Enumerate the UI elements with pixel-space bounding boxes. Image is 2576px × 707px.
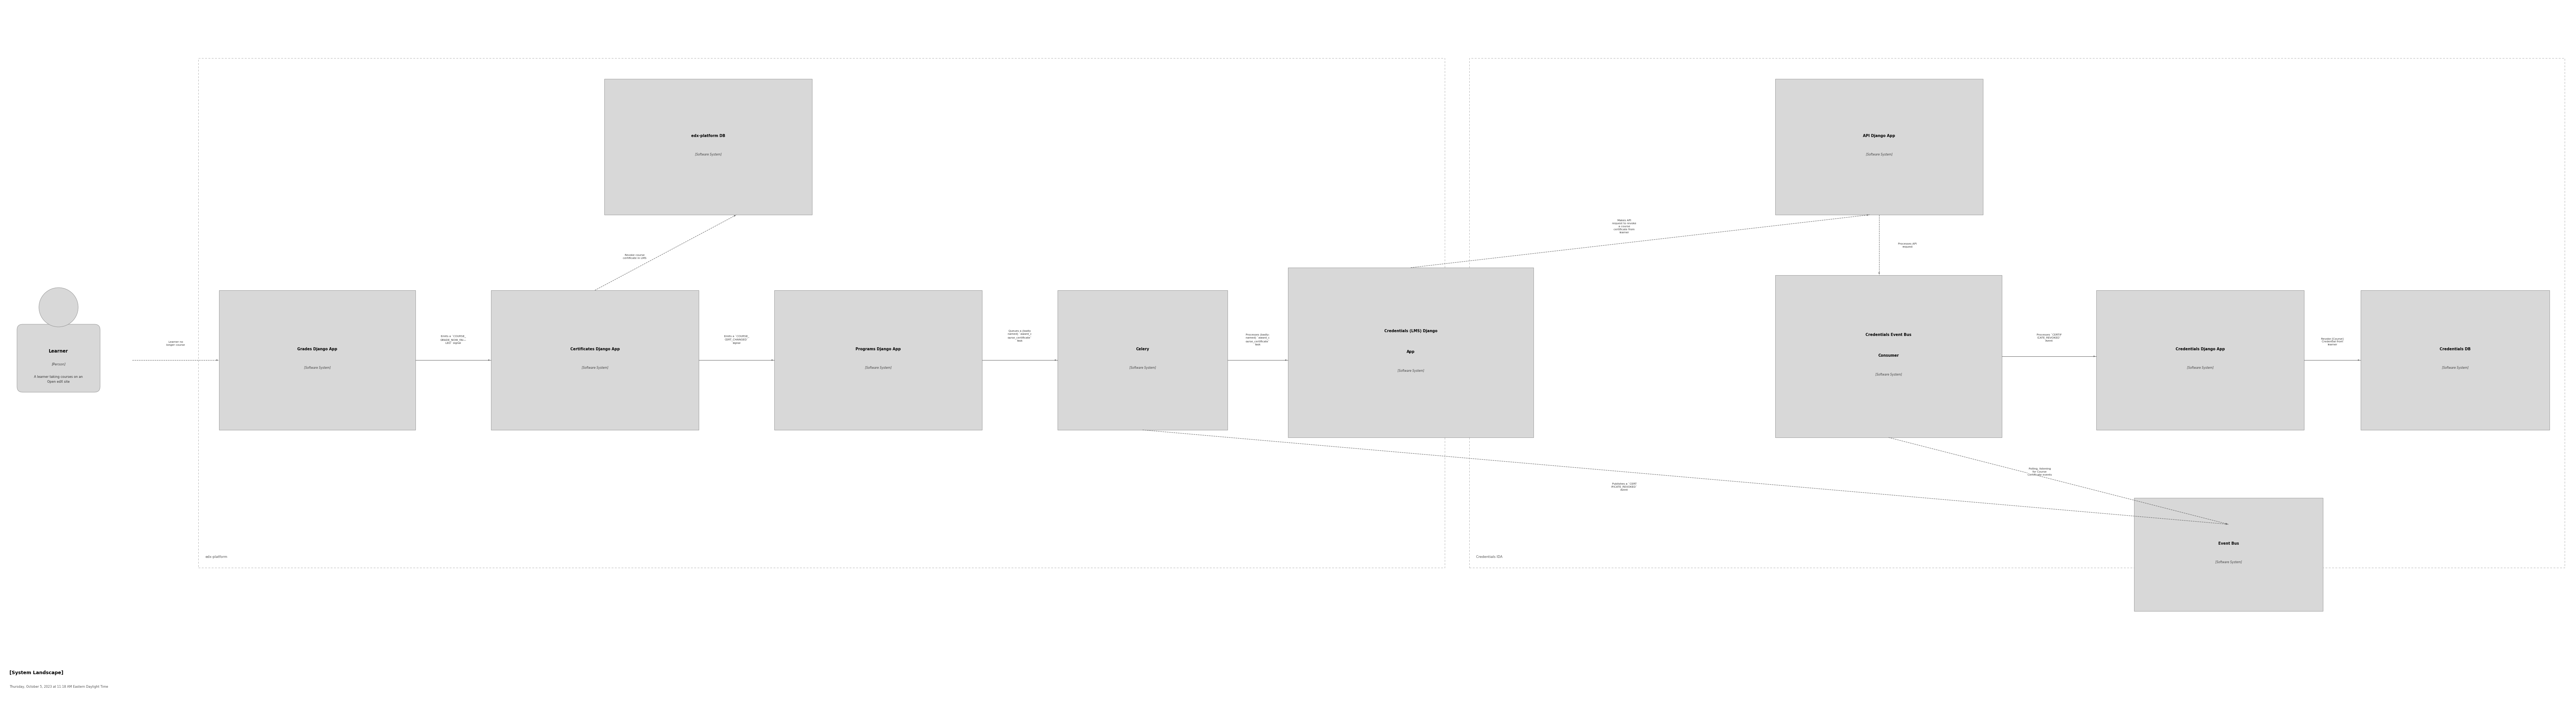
Text: Credentials (LMS) Django: Credentials (LMS) Django <box>1383 329 1437 333</box>
Bar <box>2097 291 2303 430</box>
Bar <box>198 59 1445 568</box>
Text: Publishes a `CERT
IFICATE_REVOKED`
event: Publishes a `CERT IFICATE_REVOKED` event <box>1610 482 1638 491</box>
Bar <box>219 291 415 430</box>
Text: Event Bus: Event Bus <box>2218 542 2239 545</box>
Text: Credentials Django App: Credentials Django App <box>2177 347 2226 351</box>
Text: edx-platform DB: edx-platform DB <box>690 134 726 138</box>
Text: Revoke [Course]
Credential from
learner: Revoke [Course] Credential from learner <box>2321 337 2344 346</box>
Text: Grades Django App: Grades Django App <box>296 347 337 351</box>
Text: [Software System]: [Software System] <box>1875 373 1901 376</box>
Text: Thursday, October 5, 2023 at 11:18 AM Eastern Daylight Time: Thursday, October 5, 2023 at 11:18 AM Ea… <box>10 685 108 688</box>
Text: [System Landscape]: [System Landscape] <box>10 670 64 675</box>
Text: Celery: Celery <box>1136 347 1149 351</box>
Text: [Software System]: [Software System] <box>2442 366 2468 370</box>
Text: [Software System]: [Software System] <box>2187 366 2213 370</box>
Text: API Django App: API Django App <box>1862 134 1896 138</box>
Bar <box>2360 291 2550 430</box>
Text: Certificates Django App: Certificates Django App <box>569 347 621 351</box>
Bar <box>1775 79 1984 215</box>
Text: [Person]: [Person] <box>52 363 64 366</box>
Text: edx-platform: edx-platform <box>206 555 227 559</box>
Bar <box>775 291 981 430</box>
Text: Programs Django App: Programs Django App <box>855 347 902 351</box>
Text: Credentials IDA: Credentials IDA <box>1476 555 1502 559</box>
Bar <box>1775 276 2002 438</box>
Text: Polling, listening
for Course
Certificate events: Polling, listening for Course Certificat… <box>2027 467 2050 476</box>
Text: Makes API
request to revoke
a course
certificate from
learner: Makes API request to revoke a course cer… <box>1613 219 1636 233</box>
Text: [Software System]: [Software System] <box>2215 561 2241 563</box>
Text: [Software System]: [Software System] <box>1396 369 1425 373</box>
Text: Revoke course
certificate in LMS: Revoke course certificate in LMS <box>623 254 647 259</box>
Text: App: App <box>1406 350 1414 354</box>
Text: [Software System]: [Software System] <box>1865 153 1893 156</box>
Text: Learner: Learner <box>49 349 70 354</box>
Bar <box>492 291 698 430</box>
Text: Consumer: Consumer <box>1878 354 1899 358</box>
Text: Learner no
longer course: Learner no longer course <box>167 341 185 346</box>
Text: Queues a (badly
named) `award_c
ourse_certificate`
task: Queues a (badly named) `award_c ourse_ce… <box>1007 329 1033 342</box>
Text: [Software System]: [Software System] <box>866 366 891 370</box>
Bar <box>605 79 811 215</box>
Text: [Software System]: [Software System] <box>304 366 330 370</box>
Text: Emits a `COURSE_
CERT_CHANGED`
signal: Emits a `COURSE_ CERT_CHANGED` signal <box>724 335 750 344</box>
Bar <box>1059 291 1229 430</box>
Text: Emits a `COURSE_
GRADE_NOW_FAI—
LED` signal: Emits a `COURSE_ GRADE_NOW_FAI— LED` sig… <box>440 335 466 344</box>
Text: Credentials Event Bus: Credentials Event Bus <box>1865 333 1911 337</box>
Bar <box>1288 268 1533 438</box>
Bar <box>2133 498 2324 611</box>
Text: A learner taking courses on an
Open edX site: A learner taking courses on an Open edX … <box>33 375 82 383</box>
Text: [Software System]: [Software System] <box>582 366 608 370</box>
Text: Processes (badly-
named) `award_c
ourse_certificate`
task: Processes (badly- named) `award_c ourse_… <box>1247 334 1270 346</box>
Text: [Software System]: [Software System] <box>1128 366 1157 370</box>
Circle shape <box>39 288 77 327</box>
Bar <box>1468 59 2566 568</box>
FancyBboxPatch shape <box>18 325 100 392</box>
Text: Processes `CERTIF
ICATE_REVOKED`
event: Processes `CERTIF ICATE_REVOKED` event <box>2038 333 2061 342</box>
Text: Processes API
request: Processes API request <box>1899 243 1917 248</box>
Text: [Software System]: [Software System] <box>696 153 721 156</box>
Text: Credentials DB: Credentials DB <box>2439 347 2470 351</box>
